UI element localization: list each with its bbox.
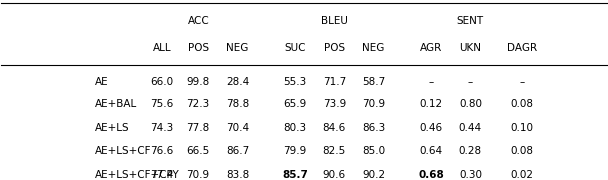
Text: SUC: SUC <box>284 43 306 53</box>
Text: AGR: AGR <box>420 43 442 53</box>
Text: 0.80: 0.80 <box>459 99 482 109</box>
Text: POS: POS <box>323 43 345 53</box>
Text: 84.6: 84.6 <box>323 123 346 133</box>
Text: 83.8: 83.8 <box>226 170 249 180</box>
Text: NEG: NEG <box>362 43 385 53</box>
Text: 99.8: 99.8 <box>187 77 210 87</box>
Text: 28.4: 28.4 <box>226 77 249 87</box>
Text: SENT: SENT <box>457 17 484 26</box>
Text: 70.9: 70.9 <box>362 99 385 109</box>
Text: 55.3: 55.3 <box>283 77 306 87</box>
Text: 73.9: 73.9 <box>323 99 346 109</box>
Text: AE+LS: AE+LS <box>95 123 130 133</box>
Text: 0.02: 0.02 <box>510 170 533 180</box>
Text: 70.9: 70.9 <box>187 170 210 180</box>
Text: 74.3: 74.3 <box>150 123 173 133</box>
Text: 0.08: 0.08 <box>510 146 533 156</box>
Text: 66.0: 66.0 <box>150 77 173 87</box>
Text: 80.3: 80.3 <box>283 123 306 133</box>
Text: 77.4: 77.4 <box>150 170 173 180</box>
Text: AE+LS+CF+CPY: AE+LS+CF+CPY <box>95 170 180 180</box>
Text: POS: POS <box>187 43 209 53</box>
Text: 71.7: 71.7 <box>323 77 346 87</box>
Text: 86.7: 86.7 <box>226 146 249 156</box>
Text: 0.68: 0.68 <box>418 170 444 180</box>
Text: ACC: ACC <box>188 17 210 26</box>
Text: –: – <box>429 77 434 87</box>
Text: –: – <box>468 77 473 87</box>
Text: ALL: ALL <box>153 43 171 53</box>
Text: 58.7: 58.7 <box>362 77 385 87</box>
Text: AE+BAL: AE+BAL <box>95 99 137 109</box>
Text: UKN: UKN <box>460 43 482 53</box>
Text: 70.4: 70.4 <box>226 123 249 133</box>
Text: DAGR: DAGR <box>507 43 537 53</box>
Text: 90.2: 90.2 <box>362 170 385 180</box>
Text: –: – <box>519 77 525 87</box>
Text: 0.12: 0.12 <box>420 99 443 109</box>
Text: 86.3: 86.3 <box>362 123 385 133</box>
Text: 78.8: 78.8 <box>226 99 249 109</box>
Text: 76.6: 76.6 <box>150 146 173 156</box>
Text: AE: AE <box>95 77 109 87</box>
Text: 66.5: 66.5 <box>187 146 210 156</box>
Text: 0.10: 0.10 <box>510 123 533 133</box>
Text: AE+LS+CF: AE+LS+CF <box>95 146 152 156</box>
Text: 0.30: 0.30 <box>459 170 482 180</box>
Text: 0.08: 0.08 <box>510 99 533 109</box>
Text: 0.28: 0.28 <box>459 146 482 156</box>
Text: 77.8: 77.8 <box>187 123 210 133</box>
Text: NEG: NEG <box>226 43 249 53</box>
Text: 85.7: 85.7 <box>282 170 308 180</box>
Text: 79.9: 79.9 <box>283 146 306 156</box>
Text: 0.44: 0.44 <box>459 123 482 133</box>
Text: 0.46: 0.46 <box>420 123 443 133</box>
Text: 82.5: 82.5 <box>323 146 346 156</box>
Text: BLEU: BLEU <box>321 17 348 26</box>
Text: 85.0: 85.0 <box>362 146 385 156</box>
Text: 90.6: 90.6 <box>323 170 346 180</box>
Text: 75.6: 75.6 <box>150 99 173 109</box>
Text: 65.9: 65.9 <box>283 99 306 109</box>
Text: 72.3: 72.3 <box>187 99 210 109</box>
Text: 0.64: 0.64 <box>420 146 443 156</box>
